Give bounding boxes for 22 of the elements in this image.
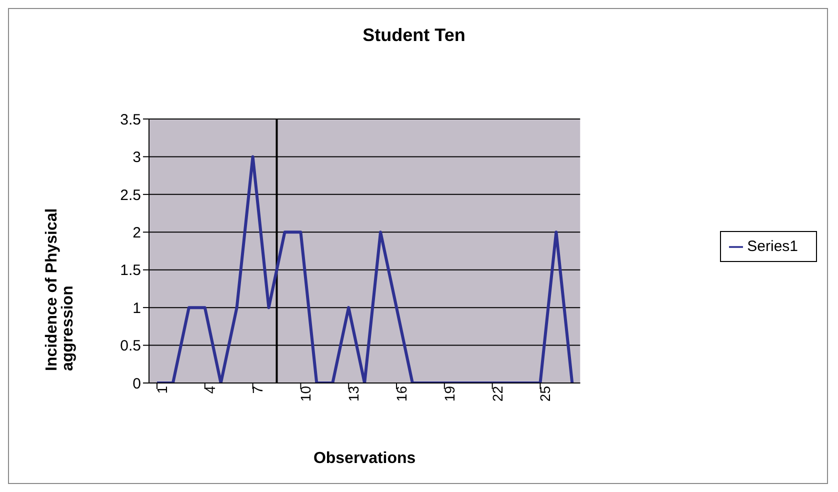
y-tick-label: 0	[132, 375, 141, 392]
x-tick-label: 4	[202, 386, 218, 394]
y-tick-label: 2.5	[120, 186, 141, 204]
x-tick-label: 25	[537, 386, 554, 402]
x-tick-label: 22	[489, 386, 506, 402]
y-tick-label: 1.5	[120, 262, 141, 280]
y-tick-label: 1	[132, 300, 141, 317]
y-axis-title: Incidence of Physical aggression	[44, 208, 77, 371]
x-tick-label: 16	[393, 386, 410, 402]
y-tick-label: 3.5	[120, 111, 141, 128]
x-axis-title: Observations	[313, 450, 416, 467]
legend-label: Series1	[747, 238, 798, 254]
x-tick-label: 19	[441, 386, 458, 402]
line-series	[155, 155, 574, 383]
x-tick-label: 13	[346, 386, 362, 402]
x-tick-label: 7	[250, 386, 266, 394]
x-tick-label: 10	[298, 386, 314, 402]
y-tick-label: 2	[132, 224, 141, 242]
x-tick-label: 1	[154, 386, 170, 394]
y-tick-label: 3	[132, 149, 141, 166]
chart-title: Student Ten	[362, 25, 466, 46]
y-tick-label: 0.5	[120, 338, 141, 355]
